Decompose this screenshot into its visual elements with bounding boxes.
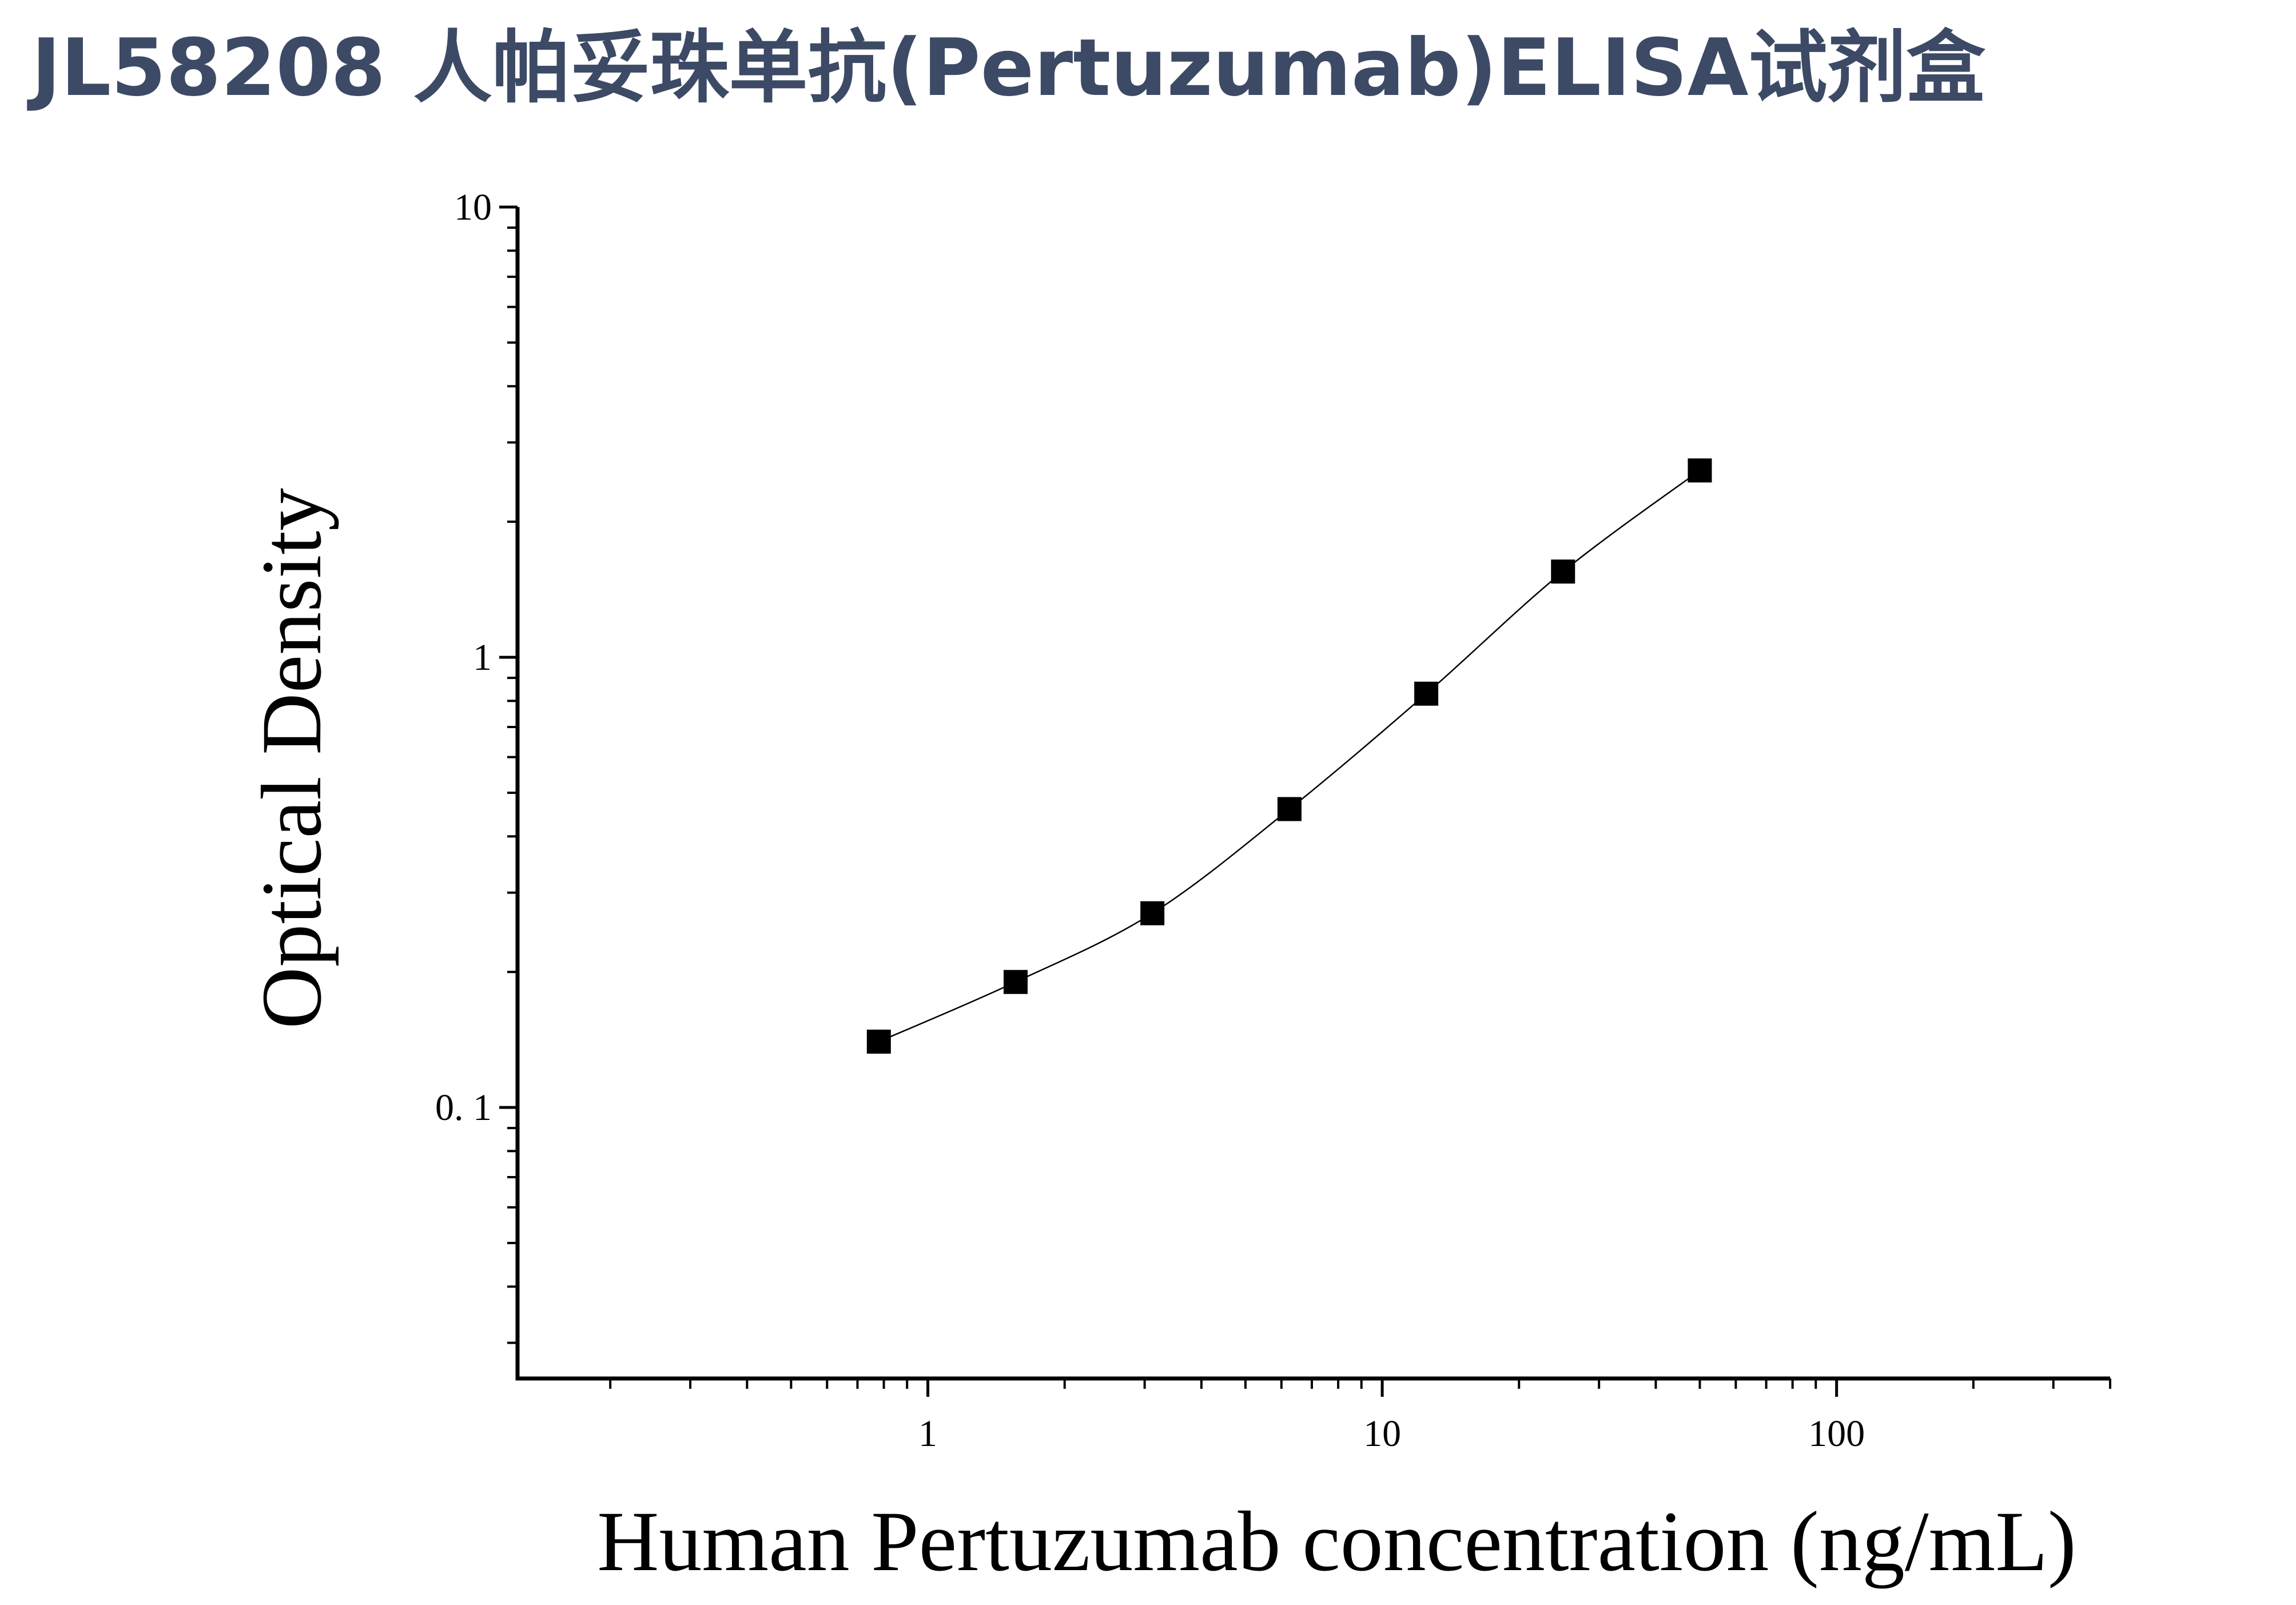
y-tick-label: 0. 1 — [435, 1087, 492, 1129]
page-title: JL58208 人帕妥珠单抗(Pertuzumab)ELISA试剂盒 — [31, 22, 1985, 114]
x-tick-label: 1 — [918, 1413, 937, 1455]
data-points — [866, 458, 1712, 1054]
data-point — [866, 1030, 891, 1054]
data-point — [1003, 970, 1028, 994]
y-axis-title: Optical Density — [244, 488, 339, 1029]
x-axis-title: Human Pertuzumab concentration (ng/mL) — [597, 1494, 2076, 1589]
y-tick-label: 1 — [473, 637, 492, 678]
y-tick-labels: 0. 1 1 10 — [435, 186, 492, 1129]
data-point — [1688, 458, 1712, 483]
data-point — [1414, 681, 1439, 706]
y-major-ticks — [499, 205, 518, 1109]
x-tick-label: 10 — [1363, 1413, 1401, 1455]
x-major-ticks — [926, 1378, 1839, 1397]
data-point — [1551, 559, 1575, 584]
x-tick-labels: 1 10 100 — [918, 1413, 1865, 1455]
y-tick-label: 10 — [454, 186, 492, 228]
data-point — [1140, 901, 1165, 925]
fit-curve — [878, 470, 1701, 1043]
data-point — [1277, 797, 1302, 821]
x-tick-label: 100 — [1808, 1413, 1865, 1455]
